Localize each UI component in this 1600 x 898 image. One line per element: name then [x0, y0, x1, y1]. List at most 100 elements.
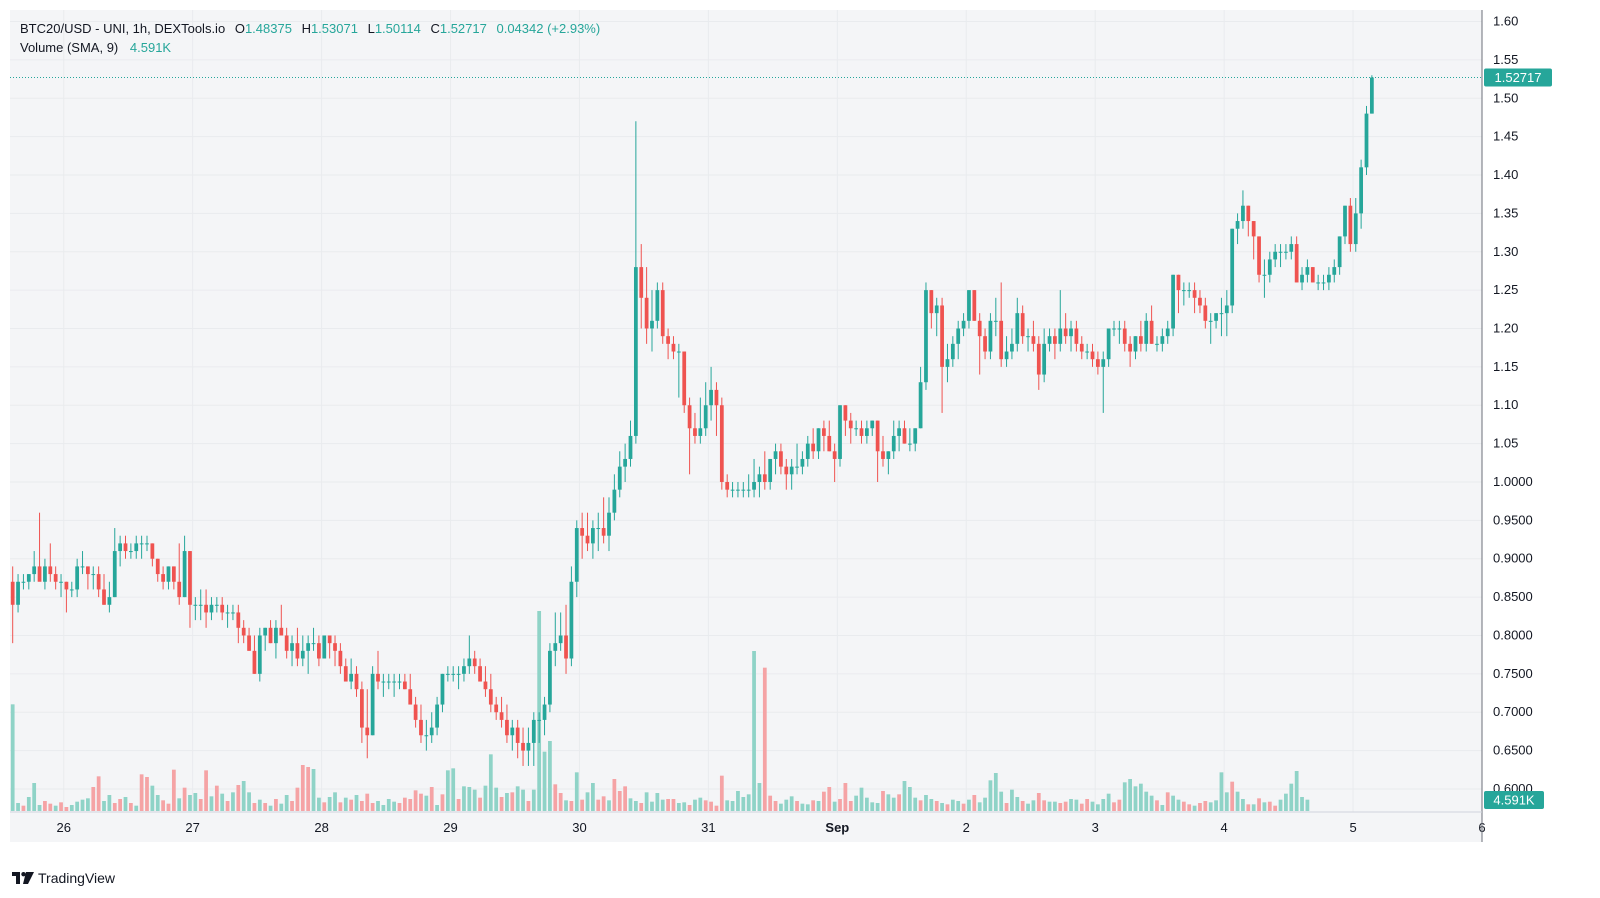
volume-bar — [714, 805, 719, 811]
volume-bar — [32, 783, 37, 811]
volume-bar — [236, 785, 241, 811]
candle-body — [913, 428, 918, 444]
candle-body — [1214, 313, 1218, 321]
volume-bar — [639, 803, 644, 811]
candle-body — [472, 658, 477, 667]
symbol-label[interactable]: BTC20/USD - UNI, 1h, DEXTools.io — [20, 21, 226, 36]
volume-bar — [1047, 801, 1052, 811]
last-price-badge-label: 1.52717 — [1495, 70, 1542, 85]
volume-bar — [558, 793, 563, 811]
y-tick-label: 1.15 — [1493, 359, 1518, 374]
candle-body — [784, 466, 789, 475]
candle-body — [1165, 328, 1170, 337]
candle-body — [617, 466, 622, 490]
volume-bar — [171, 769, 176, 811]
left-margin — [0, 0, 10, 842]
candle-body — [247, 635, 251, 651]
candle-body — [413, 704, 418, 720]
candle-body — [419, 719, 423, 736]
volume-bar — [1133, 786, 1138, 811]
candle-body — [891, 435, 896, 452]
candle-body — [467, 658, 472, 667]
volume-bar — [1257, 798, 1261, 811]
candle-body — [48, 566, 53, 575]
volume-bar — [671, 799, 676, 811]
candle-body — [1359, 167, 1364, 214]
volume-bar — [150, 785, 155, 811]
high-value: 1.53071 — [310, 21, 358, 36]
volume-bar — [322, 802, 327, 811]
candle-body — [220, 604, 225, 613]
top-margin — [0, 0, 1600, 10]
y-tick-label: 1.55 — [1493, 52, 1518, 67]
candle-body — [198, 604, 203, 606]
volume-bar — [1305, 799, 1310, 811]
y-tick-label: 1.40 — [1493, 167, 1518, 182]
volume-bar — [467, 787, 472, 811]
bottom-margin — [0, 842, 1600, 898]
candle-body — [231, 612, 235, 614]
volume-indicator-label[interactable]: Volume (SMA, 9) — [20, 40, 119, 55]
volume-bar — [209, 796, 214, 811]
candle-body — [26, 574, 31, 582]
candle-body — [1004, 351, 1009, 360]
y-tick-label: 1.50 — [1493, 90, 1518, 105]
volume-bar — [1112, 802, 1116, 811]
volume-bar — [263, 803, 268, 811]
volume-bar — [182, 787, 187, 811]
candle-body — [800, 458, 805, 467]
candle-body — [1321, 282, 1326, 284]
candle-body — [843, 405, 848, 421]
candle-body — [1042, 343, 1047, 375]
candle-body — [268, 627, 273, 644]
volume-bar — [231, 792, 235, 811]
volume-bar — [268, 805, 273, 811]
volume-bar — [548, 741, 552, 811]
volume-bar — [945, 804, 950, 811]
y-tick-label: 1.05 — [1493, 436, 1518, 451]
candle-body — [660, 290, 665, 337]
volume-bar — [859, 787, 864, 811]
volume-bar — [1300, 797, 1304, 811]
volume-bar — [10, 704, 15, 811]
candle-body — [531, 719, 536, 743]
candle-body — [370, 673, 375, 736]
candle-body — [225, 612, 230, 614]
candle-body — [870, 420, 875, 429]
candle-body — [736, 489, 740, 491]
candle-body — [1020, 313, 1025, 337]
volume-bar — [510, 792, 515, 811]
open-value: 1.48375 — [244, 21, 292, 36]
candle-body — [263, 627, 268, 636]
candle-body — [1079, 343, 1084, 352]
close-value: 1.52717 — [439, 21, 487, 36]
candle-body — [574, 528, 579, 582]
y-tick-label: 1.35 — [1493, 205, 1518, 220]
candle-body — [241, 627, 246, 636]
volume-bar — [805, 804, 810, 811]
candle-body — [558, 635, 563, 644]
volume-bar — [1122, 782, 1127, 811]
volume-bar — [145, 777, 149, 811]
candle-body — [650, 320, 654, 329]
tradingview-logo[interactable]: TradingView — [12, 870, 115, 886]
candle-body — [1316, 282, 1321, 284]
candle-body — [1122, 328, 1127, 344]
candle-body — [188, 551, 192, 605]
volume-bar — [123, 797, 128, 811]
candle-body — [1327, 274, 1331, 283]
candle-body — [177, 581, 182, 598]
volume-bar — [725, 800, 730, 811]
candle-body — [591, 528, 595, 544]
volume-bar — [875, 803, 880, 811]
volume-bar — [494, 787, 499, 811]
candle-body — [773, 451, 778, 459]
volume-bar — [601, 796, 606, 811]
volume-bar — [198, 799, 203, 811]
volume-bar — [166, 803, 171, 811]
volume-bar — [1251, 804, 1256, 811]
volume-bar — [1053, 801, 1057, 811]
volume-bar — [1128, 779, 1132, 811]
volume-bar — [811, 800, 816, 811]
